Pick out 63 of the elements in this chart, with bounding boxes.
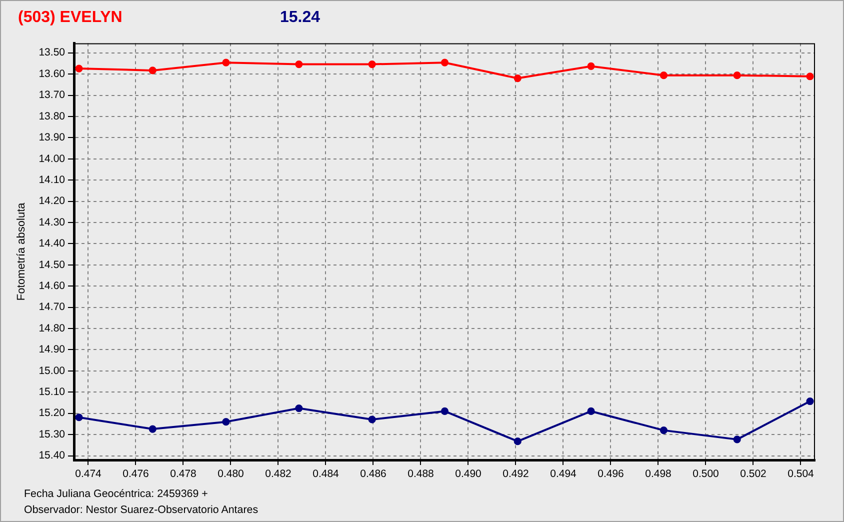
- y-tick-label: 14.40: [38, 238, 66, 250]
- point: [295, 404, 303, 412]
- point: [75, 64, 83, 72]
- y-tick-label: 14.30: [38, 216, 66, 228]
- y-tick-label: 14.50: [38, 258, 66, 271]
- x-tick-label: 0.490: [455, 468, 482, 480]
- x-tick-label: 0.480: [218, 468, 244, 480]
- y-tick-label: 15.20: [38, 407, 66, 420]
- y-tick-label: 14.60: [38, 280, 66, 292]
- x-tick-label: 0.504: [788, 468, 814, 480]
- y-tick-label: 15.10: [38, 386, 66, 398]
- chart-subtitle: 15.24: [280, 9, 320, 27]
- y-tick-label: 15.40: [38, 450, 66, 462]
- point: [75, 414, 83, 422]
- x-tick-label: 0.482: [265, 468, 292, 480]
- x-tick-label: 0.502: [740, 468, 767, 480]
- x-tick-label: 0.484: [312, 468, 340, 480]
- y-tick-label: 13.70: [38, 89, 66, 102]
- y-tick-label: 14.70: [38, 301, 66, 314]
- x-tick-label: 0.486: [360, 468, 387, 480]
- point: [148, 66, 156, 74]
- y-tick-label: 14.10: [38, 174, 66, 186]
- x-tick-label: 0.476: [122, 468, 150, 480]
- y-tick-label: 15.30: [38, 428, 66, 440]
- point: [440, 58, 449, 66]
- y-tick-label: 13.80: [38, 110, 66, 122]
- point: [514, 438, 522, 446]
- point: [660, 426, 668, 434]
- y-tick-label: 14.00: [38, 152, 66, 165]
- y-tick-label: 15.00: [38, 364, 66, 377]
- x-tick-label: 0.488: [408, 468, 434, 480]
- point: [806, 397, 814, 406]
- point: [368, 60, 376, 68]
- point: [295, 60, 303, 68]
- point: [587, 407, 595, 416]
- point: [222, 58, 230, 66]
- x-tick-label: 0.474: [75, 468, 102, 480]
- point: [733, 72, 741, 80]
- x-tick-label: 0.494: [550, 468, 577, 480]
- y-tick-label: 14.20: [38, 195, 66, 208]
- x-tick-label: 0.496: [598, 468, 624, 480]
- x-tick-label: 0.478: [170, 468, 197, 480]
- y-tick-label: 13.60: [38, 68, 66, 80]
- x-tick-label: 0.498: [645, 468, 672, 480]
- point: [440, 407, 449, 416]
- point: [514, 74, 522, 82]
- point: [587, 62, 595, 70]
- y-tick-label: 14.90: [38, 344, 66, 356]
- y-tick-label: 13.50: [38, 46, 66, 59]
- chart-title: (503) EVELYN: [18, 9, 122, 27]
- text: Observador: Nestor Suarez-Observatorio Antares: [24, 504, 258, 516]
- y-tick-label: 13.90: [38, 132, 66, 144]
- point: [222, 418, 230, 426]
- point: [660, 72, 668, 80]
- point: [733, 436, 741, 444]
- y-tick-label: 14.80: [38, 322, 66, 334]
- point: [806, 72, 814, 80]
- point: [368, 416, 376, 424]
- x-tick-label: 0.500: [692, 468, 720, 480]
- y-axis-title: Fotometría absoluta: [16, 202, 28, 301]
- x-axis-title: Fecha Juliana Geocéntrica: 2459369 +: [24, 488, 208, 500]
- x-tick-label: 0.492: [502, 468, 530, 480]
- point: [148, 425, 156, 433]
